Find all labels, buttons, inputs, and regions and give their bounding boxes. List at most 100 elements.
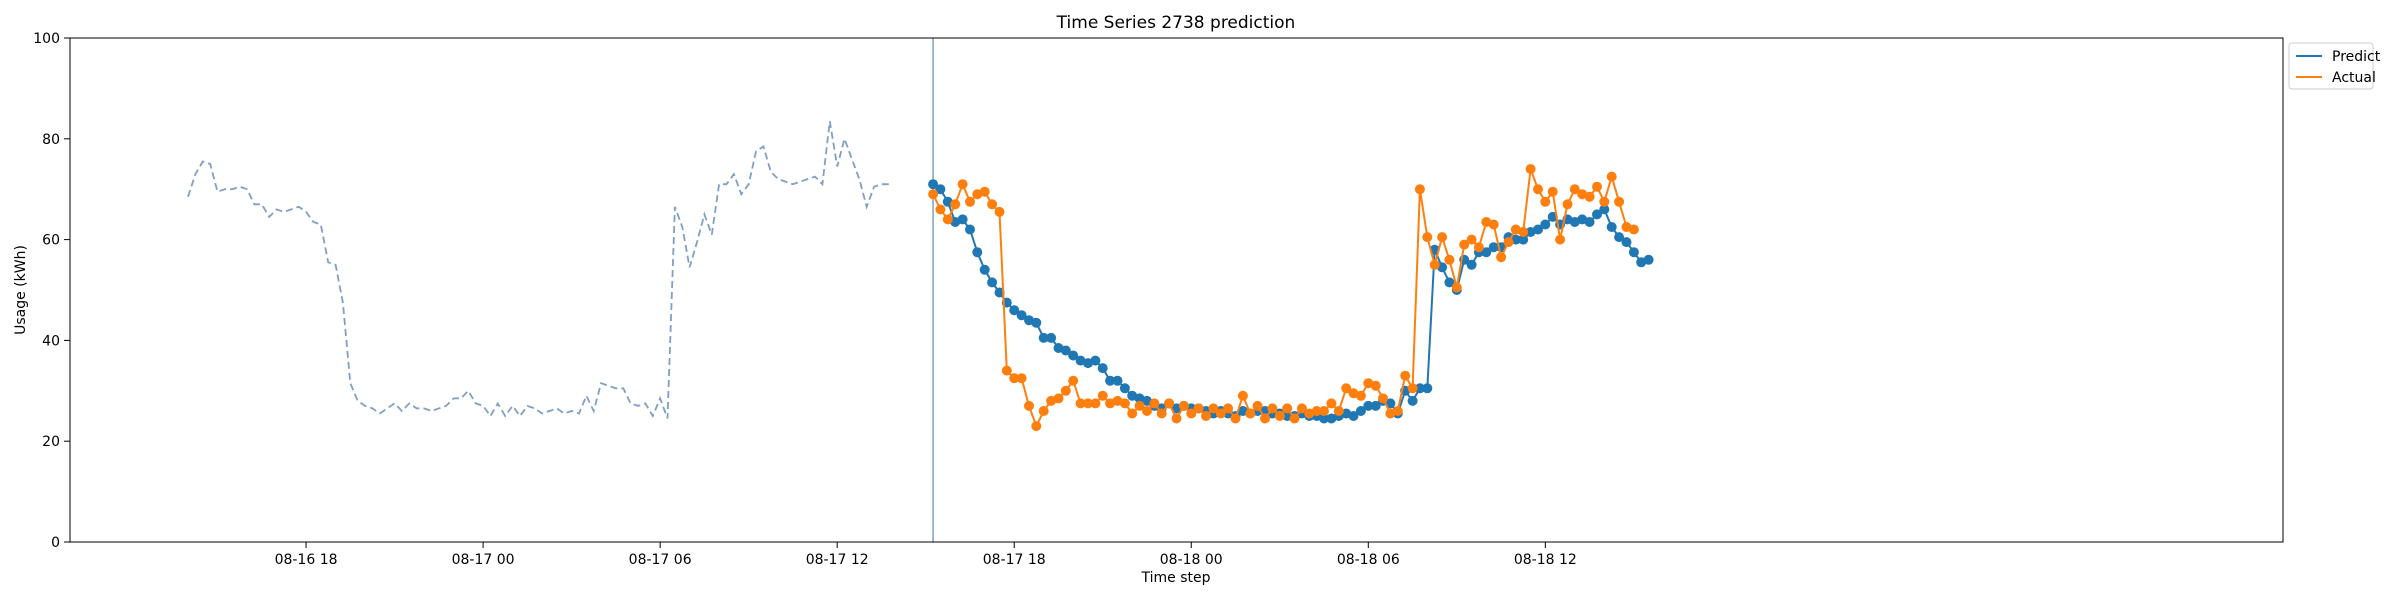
data-point-actual	[1606, 171, 1617, 182]
data-point-actual	[1164, 398, 1175, 409]
data-point-actual	[1355, 390, 1366, 401]
data-point-actual	[1525, 164, 1536, 174]
data-point-actual	[1370, 380, 1381, 391]
data-point-actual	[1614, 196, 1625, 207]
data-point-actual	[1009, 373, 1020, 384]
data-point-predict	[1444, 277, 1455, 288]
data-point-predict	[935, 184, 946, 195]
data-point-actual	[1201, 411, 1211, 421]
data-point-actual	[1488, 219, 1499, 230]
data-point-actual	[1592, 181, 1602, 192]
data-point-actual	[1156, 408, 1167, 419]
data-point-actual	[1171, 413, 1182, 424]
y-tick-label: 60	[42, 233, 60, 249]
x-axis-label: Time step	[1141, 570, 1211, 586]
y-tick-label: 40	[42, 333, 60, 349]
y-axis-label: Usage (kWh)	[13, 245, 29, 335]
x-tick-label: 08-16 18	[275, 552, 338, 568]
data-point-predict	[1628, 247, 1639, 258]
data-point-actual	[1215, 408, 1226, 419]
data-point-actual	[1533, 184, 1543, 195]
data-point-actual	[987, 199, 998, 210]
data-point-predict	[957, 214, 968, 225]
data-point-actual	[1208, 403, 1219, 414]
data-point-actual	[1134, 400, 1145, 411]
data-point-predict	[1009, 305, 1020, 316]
data-point-predict	[1621, 237, 1632, 248]
x-tick-label: 08-18 06	[1337, 552, 1400, 568]
data-point-actual	[1178, 400, 1189, 411]
data-point-predict	[1518, 234, 1529, 245]
data-point-actual	[1016, 373, 1027, 384]
data-point-actual	[1414, 184, 1425, 195]
data-point-predict	[1370, 400, 1381, 411]
data-point-actual	[1326, 398, 1337, 409]
x-axis: 08-16 18 08-17 00 08-17 06 08-17 12 08-17 18…	[275, 542, 1577, 568]
data-point-predict	[1422, 383, 1433, 394]
data-point-actual	[942, 214, 953, 225]
data-point-actual	[1400, 370, 1411, 381]
data-point-actual	[935, 204, 946, 215]
data-point-actual	[1119, 398, 1130, 409]
data-point-predict	[1643, 254, 1654, 265]
data-point-predict	[1363, 400, 1374, 411]
data-point-actual	[1584, 191, 1595, 202]
data-point-predict	[1584, 217, 1595, 227]
data-point-actual	[1422, 232, 1433, 243]
data-point-actual	[1282, 403, 1293, 414]
data-point-actual	[1053, 393, 1064, 404]
data-point-predict	[1614, 232, 1625, 243]
data-point-actual	[1024, 400, 1034, 411]
data-point-actual	[1075, 398, 1086, 409]
data-point-actual	[1260, 413, 1270, 424]
data-point-predict	[1319, 413, 1329, 424]
data-point-actual	[1378, 393, 1388, 404]
data-point-predict	[1533, 224, 1543, 235]
data-point-actual	[1142, 406, 1152, 416]
legend-label-predict: Predict	[2332, 49, 2381, 65]
data-point-predict	[994, 287, 1005, 298]
data-point-actual	[1083, 398, 1093, 409]
data-point-actual	[1186, 408, 1197, 419]
data-point-actual	[979, 186, 990, 197]
data-point-predict	[1466, 259, 1477, 270]
data-point-actual	[1267, 403, 1278, 414]
data-point-actual	[1230, 413, 1241, 424]
data-point-actual	[1311, 406, 1322, 416]
data-point-actual	[1001, 365, 1012, 376]
data-point-actual	[1429, 259, 1440, 270]
data-point-actual	[1444, 254, 1455, 265]
data-point-predict	[1046, 332, 1057, 343]
data-point-actual	[965, 196, 975, 207]
chart-title: Time Series 2738 prediction	[1056, 13, 1296, 33]
x-tick-label: 08-18 00	[1160, 552, 1223, 568]
data-point-actual	[1599, 196, 1610, 207]
data-point-predict	[1105, 375, 1116, 386]
data-point-actual	[1392, 406, 1403, 416]
data-point-predict	[1407, 395, 1418, 406]
data-point-actual	[1496, 252, 1507, 263]
data-point-actual	[1252, 400, 1263, 411]
data-point-actual	[928, 189, 939, 200]
data-point-actual	[1289, 413, 1300, 424]
data-point-actual	[1038, 406, 1049, 416]
data-point-actual	[1097, 390, 1108, 401]
data-point-actual	[1149, 398, 1160, 409]
data-point-actual	[1569, 184, 1580, 195]
data-point-predict	[1414, 383, 1425, 394]
data-point-predict	[1090, 355, 1101, 366]
data-point-predict	[1540, 219, 1551, 230]
data-point-predict	[1606, 222, 1617, 232]
data-point-actual	[1333, 406, 1344, 416]
data-point-actual	[1547, 186, 1558, 197]
data-point-predict	[1068, 350, 1079, 361]
data-point-actual	[950, 199, 961, 210]
data-point-predict	[1385, 398, 1396, 409]
data-point-actual	[1127, 408, 1138, 419]
data-point-predict	[1038, 332, 1049, 343]
data-point-predict	[987, 277, 998, 288]
data-point-actual	[1060, 385, 1071, 396]
x-tick-label: 08-17 18	[983, 552, 1046, 568]
